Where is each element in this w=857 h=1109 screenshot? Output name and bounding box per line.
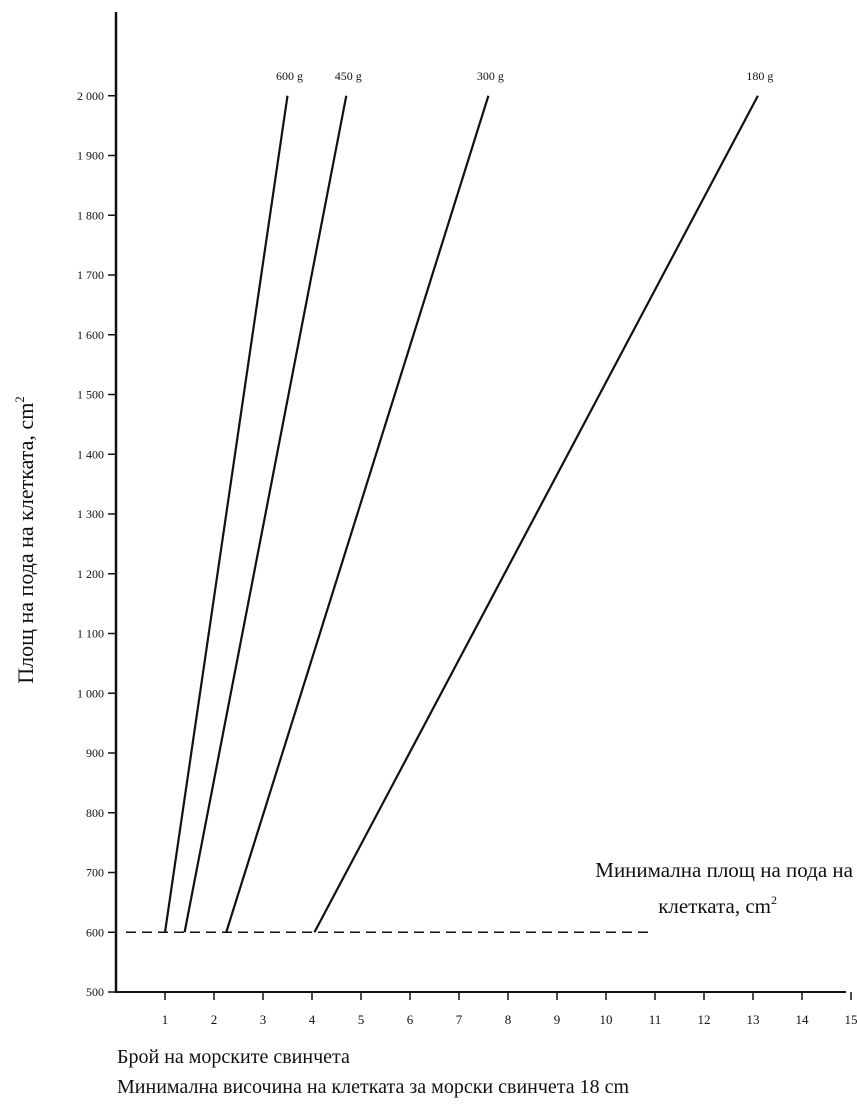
x-tick-label-4: 5	[358, 1012, 365, 1027]
series-lines	[163, 95, 759, 933]
y-tick-label-11: 1 600	[77, 328, 104, 342]
y-ticks: 500 600 700 800 900 1 000 1 100 1 200 1 300 1 400…	[77, 89, 116, 999]
x-tick-label-13: 14	[796, 1012, 810, 1027]
x-tick-label-11: 12	[698, 1012, 711, 1027]
min-line-label-2-text: клетката, cm	[658, 894, 771, 918]
x-tick-label-7: 8	[505, 1012, 512, 1027]
x-tick-label-6: 7	[456, 1012, 463, 1027]
x-tick-label-5: 6	[407, 1012, 414, 1027]
y-tick-label-1: 600	[86, 925, 104, 939]
series-label-0: 600 g	[276, 69, 303, 83]
y-axis-label-sup: 2	[12, 396, 27, 403]
y-tick-label-14: 1 900	[77, 149, 104, 163]
series-line-0	[163, 95, 289, 933]
x-tick-label-14: 15	[845, 1012, 857, 1027]
y-tick-label-4: 900	[86, 746, 104, 760]
min-line-label-2-sup: 2	[771, 893, 777, 907]
y-tick-label-9: 1 400	[77, 447, 104, 461]
y-tick-label-12: 1 700	[77, 268, 104, 282]
x-tick-label-9: 10	[600, 1012, 613, 1027]
y-tick-label-0: 500	[86, 985, 104, 999]
chart-footnote: Минимална височина на клетката за морски…	[117, 1076, 630, 1098]
y-axis-label: Площ на пода на клетката, cm2	[12, 396, 38, 684]
series-line-1	[183, 95, 348, 933]
series-line-2	[225, 95, 490, 933]
x-tick-label-12: 13	[747, 1012, 760, 1027]
y-tick-label-2: 700	[86, 866, 104, 880]
y-tick-label-10: 1 500	[77, 388, 104, 402]
x-tick-label-3: 4	[309, 1012, 316, 1027]
series-label-3: 180 g	[746, 69, 773, 83]
y-tick-label-15: 2 000	[77, 89, 104, 103]
min-line-label-1: Минимална площ на пода на	[595, 858, 853, 882]
series-label-2: 300 g	[477, 69, 504, 83]
x-ticks: 1 2 3 4 5 6 7 8 9 10 11 12 13 14 15	[162, 992, 857, 1027]
x-tick-label-0: 1	[162, 1012, 169, 1027]
y-tick-label-7: 1 200	[77, 567, 104, 581]
x-tick-label-1: 2	[211, 1012, 218, 1027]
series-line-3	[313, 95, 759, 933]
y-tick-label-8: 1 300	[77, 507, 104, 521]
y-tick-label-3: 800	[86, 806, 104, 820]
x-tick-label-10: 11	[649, 1012, 662, 1027]
x-tick-label-8: 9	[554, 1012, 561, 1027]
y-tick-label-5: 1 000	[77, 686, 104, 700]
y-tick-label-6: 1 100	[77, 627, 104, 641]
series-label-1: 450 g	[335, 69, 362, 83]
y-tick-label-13: 1 800	[77, 208, 104, 222]
y-axis-label-text: Площ на пода на клетката, cm	[13, 403, 38, 684]
x-tick-label-2: 3	[260, 1012, 267, 1027]
min-line-label-2: клетката, cm2	[658, 893, 777, 918]
x-axis-label: Брой на морските свинчета	[117, 1046, 350, 1068]
series-labels: 600 g 450 g 300 g 180 g	[276, 69, 773, 83]
